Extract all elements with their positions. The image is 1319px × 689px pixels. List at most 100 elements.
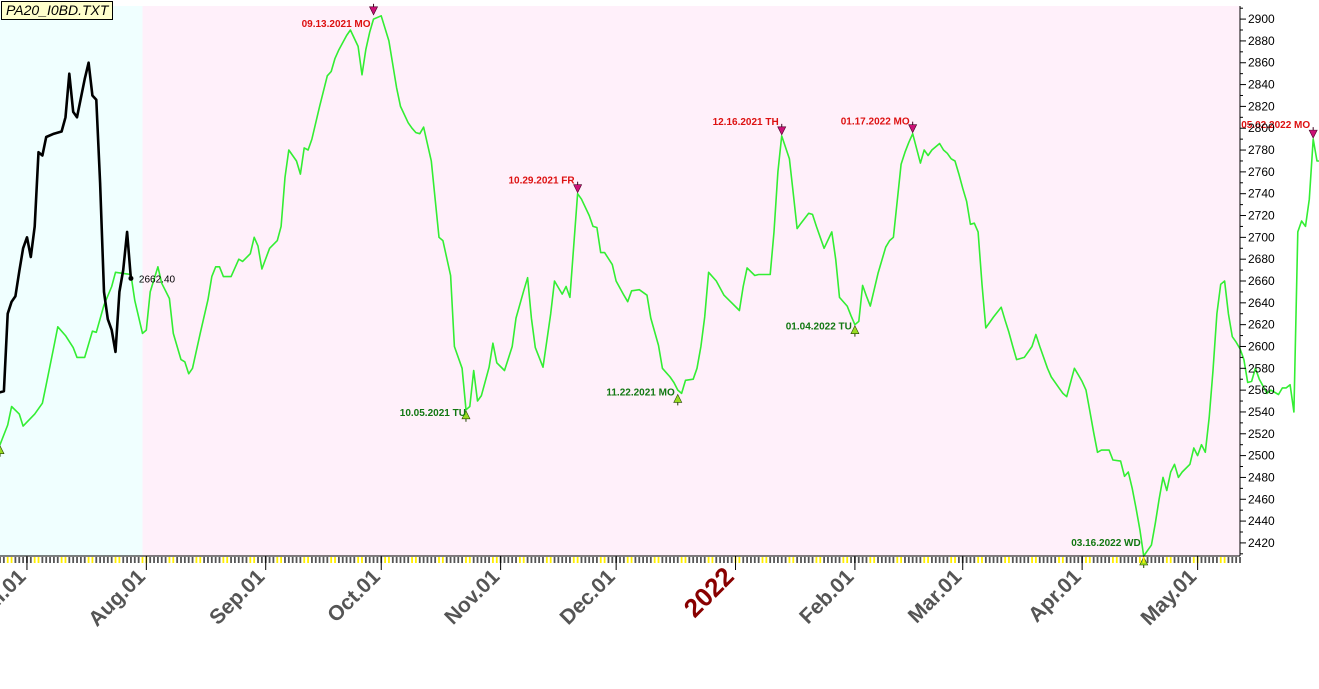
x-day-tick <box>495 557 498 563</box>
x-month-label: Jul.01 <box>0 565 31 624</box>
x-day-tick <box>488 557 490 563</box>
x-day-tick <box>484 557 487 563</box>
x-day-tick <box>827 557 829 563</box>
x-day-tick <box>164 557 167 563</box>
x-day-tick <box>376 557 379 563</box>
file-label: PA20_I0BD.TXT <box>1 1 114 20</box>
x-day-tick <box>1031 557 1033 563</box>
last-value-point <box>128 275 134 281</box>
x-day-tick <box>153 557 155 563</box>
x-day-tick <box>773 557 775 563</box>
x-day-tick <box>364 557 367 563</box>
x-day-tick <box>168 557 171 563</box>
high-date-label: 05.02.2022 MO <box>1241 120 1310 131</box>
x-day-tick <box>1146 557 1149 563</box>
x-day-tick <box>6 557 9 563</box>
x-day-tick <box>1131 557 1134 563</box>
x-day-tick <box>946 557 949 563</box>
x-day-tick <box>850 557 852 563</box>
x-day-tick <box>649 557 652 563</box>
x-day-tick <box>815 557 818 563</box>
x-day-tick <box>757 557 760 563</box>
y-tick-label: 2900 <box>1248 12 1275 26</box>
x-day-tick <box>430 557 433 563</box>
x-day-tick <box>299 557 302 563</box>
x-day-tick <box>441 557 444 563</box>
x-day-tick <box>245 557 248 563</box>
x-day-tick <box>29 557 32 563</box>
x-day-tick <box>453 557 456 563</box>
x-day-tick <box>480 557 483 563</box>
y-tick-label: 2640 <box>1248 296 1275 310</box>
x-day-tick <box>988 557 991 563</box>
low-date-label: 03.16.2022 WD <box>1071 538 1141 549</box>
y-tick-label: 2660 <box>1248 274 1275 288</box>
y-tick-label: 2680 <box>1248 252 1275 266</box>
x-day-tick <box>1192 557 1195 563</box>
high-date-label: 10.29.2021 FR <box>508 176 575 187</box>
y-tick-label: 2740 <box>1248 187 1275 201</box>
x-day-tick <box>1035 557 1037 563</box>
x-day-tick <box>673 557 675 563</box>
x-day-tick <box>942 557 945 563</box>
x-day-tick <box>372 557 375 563</box>
x-day-tick <box>1165 557 1168 563</box>
x-day-tick <box>1215 557 1218 563</box>
x-day-tick <box>337 557 340 563</box>
x-day-tick <box>1115 557 1118 563</box>
x-day-tick <box>345 557 348 563</box>
x-day-tick <box>253 557 256 563</box>
x-day-tick <box>280 557 283 563</box>
x-day-tick <box>607 557 610 563</box>
y-tick-label: 2460 <box>1248 492 1275 506</box>
x-day-tick <box>476 557 479 563</box>
x-day-tick <box>526 557 529 563</box>
x-day-tick <box>634 557 637 563</box>
x-day-tick <box>595 557 598 563</box>
x-day-tick <box>415 557 417 563</box>
x-day-tick <box>1027 557 1030 563</box>
x-day-tick <box>665 557 668 563</box>
plot-area: 2662.40 <box>0 15 1319 557</box>
x-day-tick <box>176 557 179 563</box>
x-day-tick <box>1135 557 1137 563</box>
x-day-tick <box>984 557 987 563</box>
x-day-tick <box>611 557 614 563</box>
x-day-tick <box>399 557 402 563</box>
x-day-tick <box>353 557 356 563</box>
x-day-tick <box>2 557 5 563</box>
x-day-tick <box>1004 557 1006 563</box>
x-day-tick <box>314 557 317 563</box>
x-day-tick <box>22 557 25 563</box>
x-day-tick <box>923 557 926 563</box>
x-day-tick <box>130 557 132 563</box>
x-day-tick <box>653 557 656 563</box>
x-day-tick <box>326 557 329 563</box>
x-day-tick <box>287 557 290 563</box>
x-day-tick <box>1239 557 1241 563</box>
x-day-tick <box>349 557 352 563</box>
x-month-label: Dec.01 <box>556 565 620 629</box>
y-tick-label: 2840 <box>1248 78 1275 92</box>
x-day-tick <box>1011 557 1014 563</box>
x-day-tick <box>438 557 440 563</box>
x-day-tick <box>888 557 891 563</box>
x-day-tick <box>330 557 333 563</box>
x-day-tick <box>646 557 648 563</box>
x-day-tick <box>981 557 983 563</box>
x-day-tick <box>1108 557 1110 563</box>
x-day-tick <box>1054 557 1057 563</box>
x-day-tick <box>599 557 602 563</box>
x-day-tick <box>1154 557 1157 563</box>
x-day-tick <box>765 557 768 563</box>
x-day-tick <box>1023 557 1026 563</box>
x-day-tick <box>1058 557 1060 563</box>
x-day-tick <box>214 557 217 563</box>
x-day-tick <box>726 557 729 563</box>
x-day-tick <box>318 557 321 563</box>
x-day-tick <box>1162 557 1164 563</box>
x-day-tick <box>803 557 806 563</box>
x-day-tick <box>973 557 976 563</box>
x-day-tick <box>172 557 175 563</box>
low-date-label: 11.22.2021 MO <box>606 387 675 398</box>
